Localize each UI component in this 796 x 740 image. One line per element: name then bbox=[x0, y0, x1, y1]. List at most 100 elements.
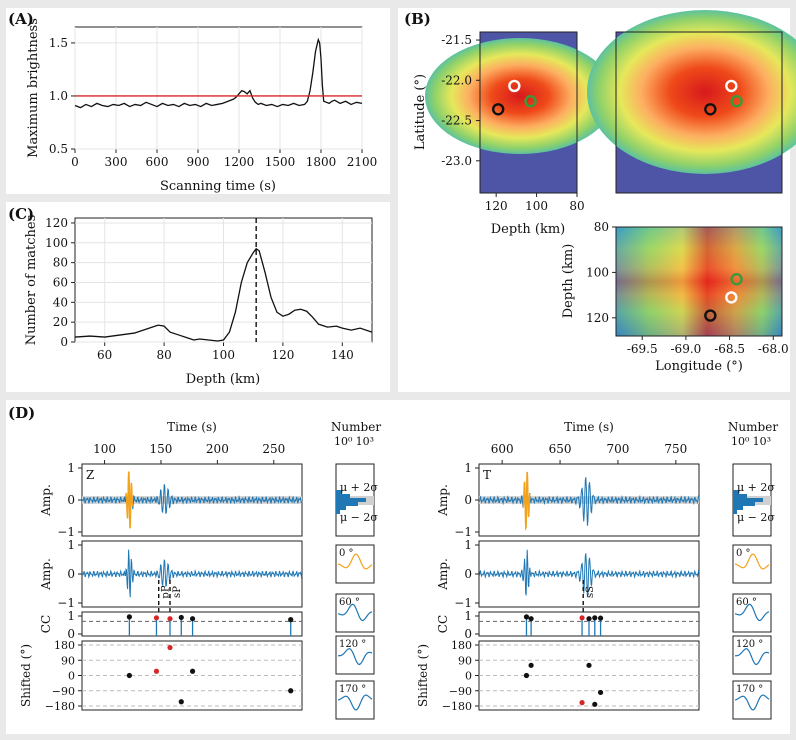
right-cc-point bbox=[523, 614, 530, 620]
left-phase-label-sP: sP bbox=[172, 586, 183, 598]
left-histogram-bar bbox=[336, 494, 350, 498]
panel-a-tick-label-x: 1800 bbox=[306, 155, 337, 169]
panel-c-tick-label-y: 100 bbox=[45, 236, 68, 250]
panel-c-tick-label-y: 40 bbox=[53, 295, 68, 309]
right-cc-point bbox=[597, 615, 604, 621]
left-cc-point bbox=[153, 615, 160, 621]
left-amplitude-tick-label: −1 bbox=[57, 596, 75, 610]
left-shift-point bbox=[288, 688, 294, 694]
left-shift-tick-label: −90 bbox=[52, 685, 75, 698]
longitude-tick-label: -69.5 bbox=[627, 342, 658, 356]
left-histogram-bar bbox=[336, 506, 346, 510]
left-amplitude-label: Amp. bbox=[39, 484, 53, 517]
left-time-tick-label: 250 bbox=[262, 442, 285, 456]
left-shift-tick-label: −180 bbox=[45, 700, 75, 713]
marker-white-longitude-depth bbox=[725, 291, 738, 304]
right-mu-minus-label: μ − 2σ bbox=[737, 511, 775, 524]
right-shift-tick-label: 180 bbox=[451, 639, 472, 652]
left-rotation-waveform bbox=[337, 648, 373, 666]
right-histogram-bar bbox=[733, 498, 763, 502]
right-amplitude-tick-label: −1 bbox=[454, 525, 472, 539]
right-rotation-frame bbox=[732, 544, 772, 584]
panel-a-tick-label-y: 1.5 bbox=[49, 36, 68, 50]
right-mu-plus-label: μ + 2σ bbox=[737, 481, 775, 494]
left-number-tick-label: 10³ bbox=[356, 435, 374, 448]
panel-b-axes: -21.5 -22.0 -22.5 -23.0 120 100 80 80 100 120 -69.… bbox=[441, 33, 788, 356]
left-cc-point bbox=[167, 616, 173, 622]
left-component-label: Z bbox=[86, 468, 94, 482]
left-time-label: Time (s) bbox=[167, 420, 217, 434]
right-histogram-bar bbox=[733, 506, 743, 510]
left-amplitude-tick-label: 0 bbox=[67, 567, 75, 581]
marker-white-depth-latitude bbox=[508, 79, 521, 93]
right-rotation-waveform bbox=[734, 553, 770, 570]
left-cc-tick-label: 1 bbox=[67, 609, 75, 623]
left-cc-point bbox=[126, 614, 132, 620]
right-cc-point bbox=[579, 615, 585, 621]
right-rotation-waveform bbox=[734, 694, 770, 711]
depth-latitude-frame bbox=[479, 31, 578, 194]
left-number-tick-label: 10⁰ bbox=[334, 435, 353, 448]
left-shift-tick-label: 180 bbox=[54, 639, 75, 652]
left-time-tick-label: 150 bbox=[150, 442, 173, 456]
depth-tick-label-side: 120 bbox=[586, 311, 609, 325]
right-histogram-bar bbox=[733, 490, 739, 494]
left-waveform bbox=[81, 549, 303, 598]
right-amplitude-tick-label: 0 bbox=[464, 493, 472, 507]
right-cc-label: CC bbox=[436, 615, 450, 633]
right-time-tick-label: 650 bbox=[549, 442, 572, 456]
panel-a-tick-label-y: 1.0 bbox=[49, 89, 68, 103]
right-phase-label-sS: sS bbox=[585, 586, 596, 598]
left-template-segment bbox=[125, 471, 134, 529]
panel-c-tick-label-y: 20 bbox=[53, 315, 68, 329]
right-amplitude-tick-label: 1 bbox=[464, 538, 472, 552]
panel-b-label: (B) bbox=[404, 10, 431, 28]
left-shift-point bbox=[126, 672, 132, 679]
marker-green-longitude-depth bbox=[730, 273, 743, 286]
marker-black-longitude-latitude bbox=[704, 103, 717, 116]
right-waveform bbox=[478, 549, 700, 598]
right-number-label: Number bbox=[728, 420, 778, 434]
panel-a-chart: 0 300 600 900 1200 1500 1800 2100 0.5 1.0 1.5 Scan… bbox=[26, 18, 377, 194]
longitude-tick-label: -68.5 bbox=[714, 342, 745, 356]
panel-a-label: (A) bbox=[8, 10, 34, 28]
panel-c-tick-label-x: 60 bbox=[97, 348, 112, 362]
left-amplitude-label: Amp. bbox=[39, 558, 53, 591]
marker-white-longitude-latitude bbox=[725, 79, 738, 93]
panel-b-depth-label-top: Depth (km) bbox=[491, 222, 566, 237]
panel-c-xlabel: Depth (km) bbox=[186, 372, 261, 387]
right-time-tick-label: 700 bbox=[606, 442, 629, 456]
latitude-tick-label: -22.5 bbox=[441, 114, 472, 128]
depth-tick-label-top: 80 bbox=[569, 199, 584, 213]
right-shift-point bbox=[579, 700, 585, 706]
right-cc-point bbox=[586, 616, 592, 622]
depth-tick-label-side: 100 bbox=[586, 265, 609, 279]
panel-c-tick-label-x: 120 bbox=[271, 348, 294, 362]
right-rotation-label: 0 ° bbox=[736, 548, 751, 559]
left-shift-tick-label: 0 bbox=[68, 670, 75, 683]
right-rotation-waveform bbox=[734, 648, 770, 666]
longitude-depth-frame bbox=[615, 226, 783, 337]
panel-c-background bbox=[6, 202, 390, 392]
panel-a-plot: 0 300 600 900 1200 1500 1800 2100 0.5 1.0 1.5 bbox=[49, 27, 377, 169]
panel-a-tick-label-x: 2100 bbox=[347, 155, 378, 169]
right-shift-tick-label: −180 bbox=[442, 700, 472, 713]
left-rotation-label: 120 ° bbox=[339, 639, 366, 650]
panel-a-tick-label-x: 300 bbox=[105, 155, 128, 169]
panel-a-xlabel: Scanning time (s) bbox=[160, 179, 276, 194]
longitude-latitude-map bbox=[587, 10, 796, 194]
right-amplitude-label: Amp. bbox=[436, 484, 450, 517]
left-shift-point bbox=[167, 644, 173, 651]
right-shift-label: Shifted (°) bbox=[416, 644, 430, 707]
left-amplitude-tick-label: 0 bbox=[67, 493, 75, 507]
panel-c-tick-label-y: 120 bbox=[45, 216, 68, 230]
right-template-segment bbox=[522, 471, 531, 531]
left-histogram-bar bbox=[336, 498, 366, 502]
panel-b-depth-label-side: Depth (km) bbox=[561, 244, 576, 319]
left-rotation-waveform bbox=[337, 603, 373, 622]
panel-a-tick-label-x: 0 bbox=[71, 155, 79, 169]
panel-c-tick-label-x: 140 bbox=[331, 348, 354, 362]
